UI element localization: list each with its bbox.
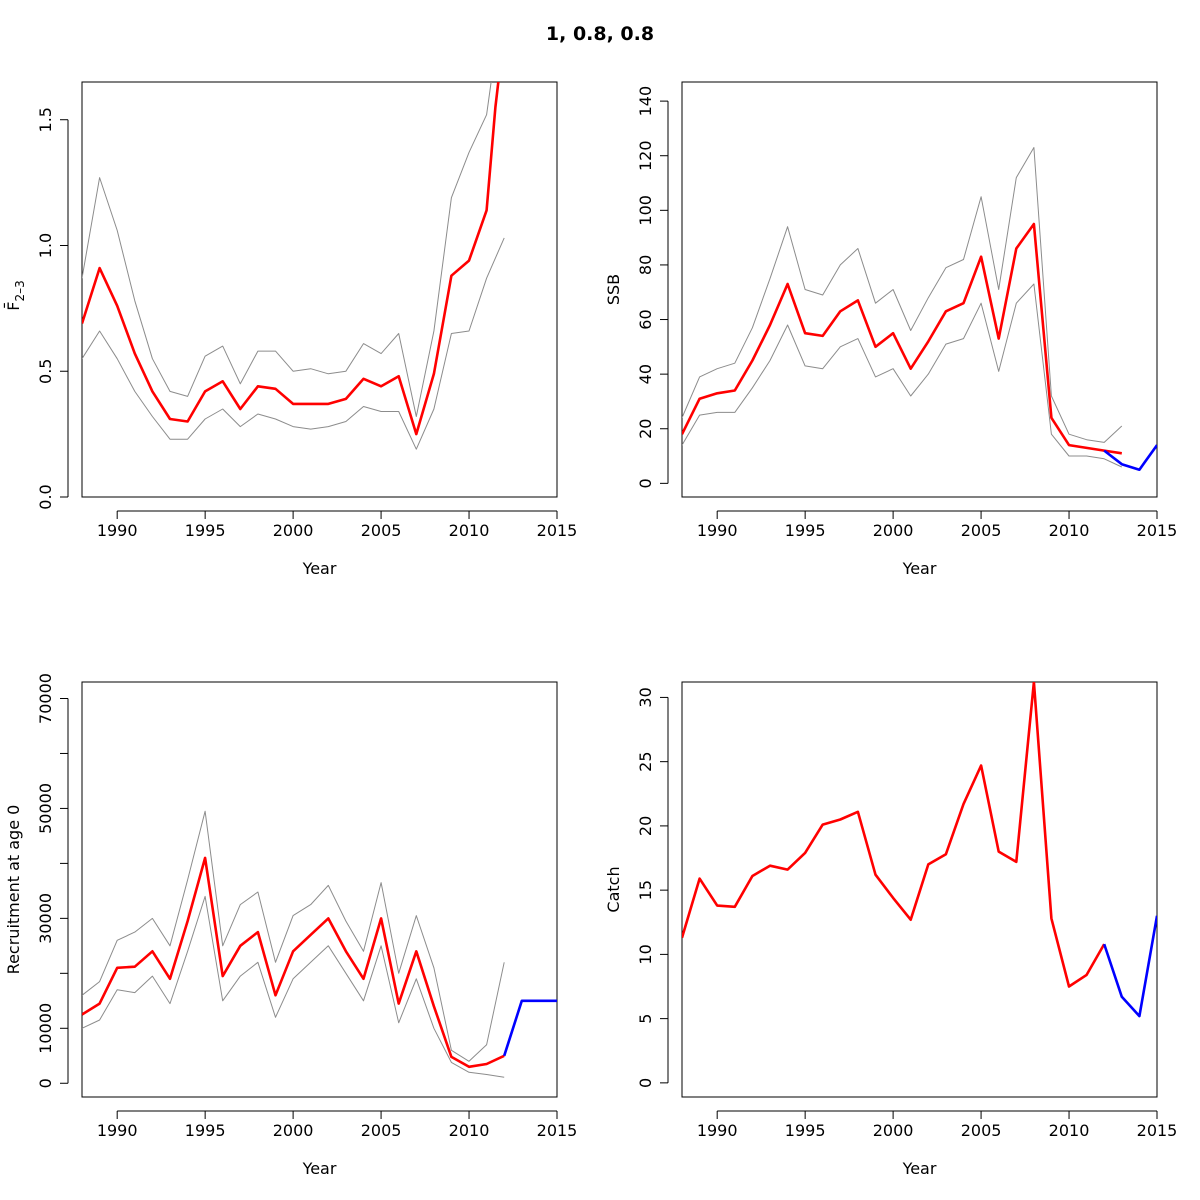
series-line-observed — [682, 682, 1106, 988]
series-line-upper — [82, 810, 505, 1062]
y-tick-label: 0.5 — [36, 359, 55, 384]
x-tick-label: 1995 — [785, 1121, 826, 1140]
series-group — [682, 682, 1157, 1018]
y-axis: 0 10000 30000 50000 70000 — [36, 673, 69, 1088]
x-tick-label: 2015 — [537, 1121, 578, 1140]
y-axis: 0.0 0.5 1.0 1.5 — [36, 107, 69, 510]
x-tick-label: 1990 — [697, 521, 738, 540]
y-tick-label: 0 — [636, 478, 655, 488]
y-tick-label: 20 — [636, 816, 655, 836]
x-axis-label: Year — [902, 1159, 937, 1178]
x-tick-label: 2000 — [273, 521, 314, 540]
x-axis: 1990 1995 2000 2005 2010 2015 — [697, 510, 1178, 540]
panel-ssb: 1990 1995 2000 2005 2010 2015 Year 0 20 40 60 80 100… — [604, 81, 1178, 578]
plot-frame — [81, 81, 558, 498]
x-axis-label: Year — [302, 1159, 337, 1178]
x-tick-label: 2000 — [873, 521, 914, 540]
y-tick-label: 30000 — [36, 893, 55, 944]
x-tick-label: 1990 — [697, 1121, 738, 1140]
series-line-projection — [1102, 915, 1157, 1018]
x-tick-label: 1995 — [185, 521, 226, 540]
series-line-upper — [682, 147, 1123, 443]
y-tick-label: 15 — [636, 880, 655, 900]
y-tick-label: 10 — [636, 944, 655, 964]
y-tick-label: 0 — [36, 1078, 55, 1088]
x-tick-label: 1995 — [185, 1121, 226, 1140]
x-tick-label: 2010 — [1049, 1121, 1090, 1140]
panel-catch: 1990 1995 2000 2005 2010 2015 Year 0 5 10 15 20 25 30… — [604, 681, 1178, 1178]
y-tick-label: 10000 — [36, 1003, 55, 1054]
x-axis: 1990 1995 2000 2005 2010 2015 — [97, 1110, 578, 1140]
series-line-upper — [82, 82, 492, 417]
y-tick-label: 5 — [636, 1014, 655, 1024]
series-line-lower — [82, 237, 505, 450]
y-axis-label: SSB — [604, 274, 623, 305]
x-tick-label: 2015 — [537, 521, 578, 540]
x-tick-label: 2000 — [273, 1121, 314, 1140]
x-tick-label: 2010 — [1049, 521, 1090, 540]
panel-fbar: 1990 1995 2000 2005 2010 2015 Year 0.0 0.5 1.0 1.5… — [4, 81, 578, 578]
y-tick-label: 120 — [636, 140, 655, 171]
x-tick-label: 2005 — [361, 1121, 402, 1140]
y-axis-label: F̄2–3 — [4, 280, 27, 310]
x-tick-label: 2005 — [961, 521, 1002, 540]
series-line-projection — [1103, 444, 1157, 472]
panels: 1990 1995 2000 2005 2010 2015Year0.00.51.01.5… — [4, 81, 1178, 1178]
x-axis-label: Year — [902, 559, 937, 578]
series-line-lower — [82, 895, 505, 1078]
y-tick-label: 40 — [636, 364, 655, 384]
y-tick-label: 0.0 — [36, 484, 55, 509]
plot-frame — [681, 681, 1158, 1098]
x-tick-label: 2000 — [873, 1121, 914, 1140]
y-tick-label: 0 — [636, 1078, 655, 1088]
x-axis: 1990 1995 2000 2005 2010 2015 — [697, 1110, 1178, 1140]
series-line-projection — [502, 999, 557, 1057]
y-tick-label: 25 — [636, 751, 655, 771]
x-axis-label: Year — [302, 559, 337, 578]
y-axis-label: Recruitment at age 0 — [4, 805, 23, 975]
y-tick-label: 100 — [636, 195, 655, 226]
y-axis: 0 20 40 60 80 100 120 140 — [636, 86, 669, 488]
x-tick-label: 1990 — [97, 521, 138, 540]
y-tick-label: 80 — [636, 255, 655, 275]
y-tick-label: 60 — [636, 309, 655, 329]
y-tick-label: 140 — [636, 86, 655, 117]
y-tick-label: 30 — [636, 687, 655, 707]
x-tick-label: 2015 — [1137, 1121, 1178, 1140]
x-tick-label: 1995 — [785, 521, 826, 540]
series-group — [82, 82, 505, 450]
series-group — [82, 810, 557, 1078]
x-axis: 1990 1995 2000 2005 2010 2015 — [97, 510, 578, 540]
x-tick-label: 1990 — [97, 1121, 138, 1140]
x-tick-label: 2015 — [1137, 521, 1178, 540]
x-tick-label: 2010 — [449, 521, 490, 540]
y-tick-label: 20 — [636, 419, 655, 439]
series-line-estimate — [82, 82, 500, 436]
x-tick-label: 2010 — [449, 1121, 490, 1140]
y-axis-label: Catch — [604, 866, 623, 912]
y-tick-label: 50000 — [36, 783, 55, 834]
plot-frame — [681, 81, 1158, 498]
y-axis: 0 5 10 15 20 25 30 — [636, 687, 669, 1088]
series-line-estimate — [682, 222, 1122, 455]
plot-frame — [81, 681, 558, 1098]
x-tick-label: 2005 — [961, 1121, 1002, 1140]
series-line-lower — [682, 283, 1123, 468]
series-group — [682, 147, 1157, 472]
series-line-estimate — [82, 856, 505, 1069]
y-tick-label: 1.0 — [36, 233, 55, 258]
y-tick-label: 70000 — [36, 673, 55, 724]
y-tick-label: 1.5 — [36, 107, 55, 132]
x-tick-label: 2005 — [361, 521, 402, 540]
panel-recruitment: 1990 1995 2000 2005 2010 2015 Year 0 10000 30000 5… — [4, 673, 577, 1178]
figure-title: 1, 0.8, 0.8 — [546, 23, 654, 45]
